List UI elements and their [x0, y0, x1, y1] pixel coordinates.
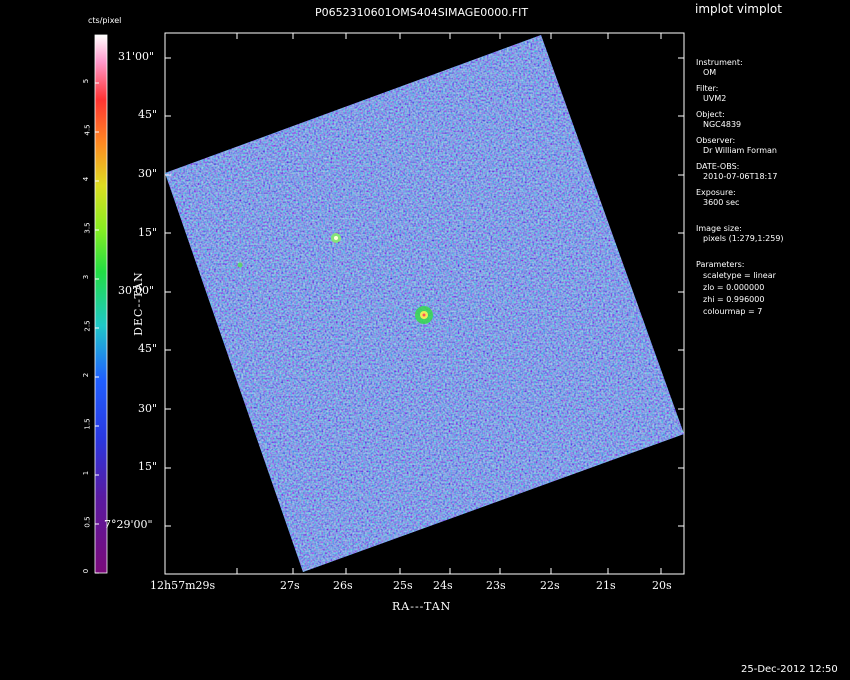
x-tick-label: 27s — [280, 579, 300, 592]
image-size-value: pixels (1:279,1:259) — [703, 234, 784, 243]
y-tick-label: 30'00" — [118, 284, 155, 297]
colorbar-ticks — [95, 82, 99, 574]
param-colourmap: colourmap = 7 — [703, 307, 763, 316]
colorbar-tick-1.5: 1.5 — [83, 418, 92, 430]
colorbar-tick-4: 4 — [82, 176, 91, 182]
y-tick-label: 7°29'00" — [104, 518, 153, 531]
colorbar-tick-2: 2 — [82, 372, 91, 378]
y-tick-label: 30" — [138, 167, 158, 180]
x-tick-label: 21s — [596, 579, 616, 592]
x-tick-label: 22s — [540, 579, 560, 592]
exposure-label: Exposure: — [696, 188, 736, 197]
x-axis-label: RA---TAN — [392, 600, 452, 613]
observer-label: Observer: — [696, 136, 736, 145]
parameters-label: Parameters: — [696, 260, 745, 269]
param-scaletype: scaletype = linear — [703, 271, 776, 280]
y-tick-label: 15" — [138, 226, 158, 239]
colorbar-tick-0: 0 — [82, 568, 91, 574]
x-tick-marks — [164, 33, 662, 574]
timestamp: 25-Dec-2012 12:50 — [741, 664, 838, 675]
date-obs-value: 2010-07-06T18:17 — [703, 172, 778, 181]
object-value: NGC4839 — [703, 120, 742, 129]
x-tick-label: 25s — [393, 579, 413, 592]
colorbar-tick-3: 3 — [82, 274, 91, 280]
param-zhi: zhi = 0.996000 — [703, 295, 765, 304]
object-label: Object: — [696, 110, 725, 119]
colorbar-tick-3.5: 3.5 — [83, 222, 92, 234]
colorbar-tick-4.5: 4.5 — [83, 124, 92, 136]
y-axis-label: DEC--TAN — [131, 271, 145, 336]
colorbar — [94, 34, 108, 574]
y-tick-label: 31'00" — [118, 50, 155, 63]
instrument-value: OM — [703, 68, 717, 77]
colorbar-tick-0.5: 0.5 — [83, 516, 92, 528]
colorbar-tick-2.5: 2.5 — [83, 320, 92, 332]
y-tick-label: 15" — [138, 460, 158, 473]
colorbar-tick-1: 1 — [82, 470, 91, 476]
filter-value: UVM2 — [703, 94, 727, 103]
y-tick-marks — [165, 57, 684, 527]
param-zlo: zlo = 0.000000 — [703, 283, 765, 292]
image-size-label: Image size: — [696, 224, 742, 233]
x-tick-label: 24s — [433, 579, 453, 592]
instrument-label: Instrument: — [696, 58, 743, 67]
plot-frame — [164, 32, 685, 575]
sky-image — [165, 35, 684, 572]
x-tick-label: 12h57m29s — [150, 579, 216, 592]
app-title: implot vimplot — [695, 2, 782, 16]
y-tick-label: 30" — [138, 402, 158, 415]
x-tick-label: 23s — [486, 579, 506, 592]
filter-label: Filter: — [696, 84, 719, 93]
exposure-value: 3600 sec — [703, 198, 740, 207]
image-title: P0652310601OMS404SIMAGE0000.FIT — [315, 6, 529, 19]
info-panel: Instrument: OM Filter: UVM2 Object: NGC4… — [696, 58, 784, 318]
colorbar-tick-5: 5 — [82, 78, 91, 84]
date-obs-label: DATE-OBS: — [696, 162, 740, 171]
observer-value: Dr William Forman — [703, 146, 777, 155]
y-tick-label: 45" — [138, 342, 158, 355]
x-tick-label: 26s — [333, 579, 353, 592]
y-tick-label: 45" — [138, 108, 158, 121]
colorbar-label: cts/pixel — [88, 16, 122, 25]
x-tick-label: 20s — [652, 579, 672, 592]
